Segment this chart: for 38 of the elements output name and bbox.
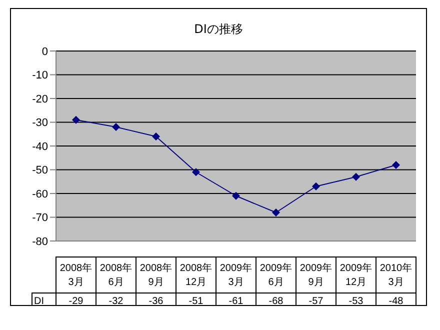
point — [192, 168, 200, 176]
text: DI — [34, 296, 44, 307]
data-label: -29 — [68, 296, 84, 307]
y-tick-label: -70 — [32, 212, 48, 224]
y-tick-label: -30 — [32, 117, 48, 130]
x-tick-label: 2009年 12月 — [340, 262, 372, 288]
y-tick-label: -80 — [32, 236, 48, 248]
x-tick-label: 2009年 6月 — [260, 262, 292, 288]
y-tick-label: -40 — [32, 140, 48, 153]
point — [152, 132, 160, 140]
x-tick-label: 2008年 3月 — [60, 262, 92, 288]
data-label: -53 — [348, 296, 364, 307]
x-tick-label: 2009年 3月 — [220, 262, 252, 288]
point — [312, 182, 320, 190]
y-tick-label: -60 — [32, 188, 48, 200]
x-tick-label: 2010年 3月 — [380, 262, 412, 288]
chart-title: DIの推移 — [193, 21, 244, 38]
data-label: -51 — [188, 296, 204, 307]
x-tick-label: 2009年 9月 — [300, 262, 332, 288]
point — [72, 116, 80, 124]
y-tick-label: -10 — [32, 70, 48, 82]
x-tick-label: 2008年 12月 — [180, 262, 212, 288]
y-tick-label: -50 — [32, 164, 48, 177]
data-label: -36 — [148, 296, 164, 307]
point — [112, 123, 120, 131]
point — [232, 192, 240, 200]
data-label: -68 — [268, 296, 284, 307]
point — [392, 161, 400, 169]
y-tick-label: 0 — [42, 46, 48, 58]
x-tick-label: 2008年 6月 — [100, 262, 132, 288]
y-tick-label: -20 — [32, 93, 48, 106]
point — [352, 172, 360, 181]
data-label: -48 — [388, 296, 404, 307]
x-tick-label: 2008年 9月 — [140, 262, 172, 288]
data-label: -32 — [108, 296, 124, 307]
point — [272, 208, 280, 216]
data-label: -61 — [228, 296, 244, 307]
data-label: -57 — [308, 296, 324, 307]
